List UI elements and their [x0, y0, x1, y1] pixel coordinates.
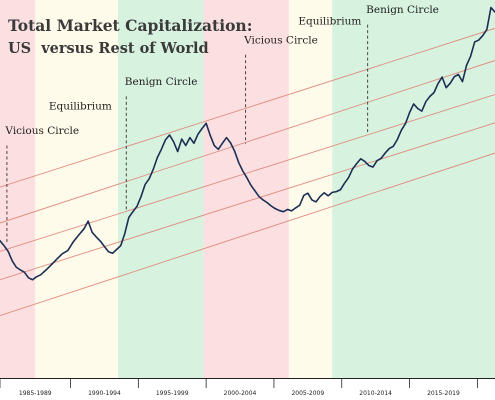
x-tick-label-4: 2005-2009 [291, 390, 324, 397]
annotation-label-5: Benign Circle [366, 4, 439, 16]
x-tick-label-0: 1985-1989 [19, 390, 52, 397]
trend-line-1 [0, 60, 495, 224]
trend-line-3 [0, 122, 495, 281]
x-tick-label-5: 2010-2014 [359, 390, 392, 397]
trend-channel-lines [0, 27, 495, 317]
chart-subtitle: US versus Rest of World [8, 40, 209, 57]
regime-band-green-2 [117, 0, 204, 378]
annotation-label-2: Benign Circle [125, 76, 198, 88]
chart-title: Total Market Capitalization: [8, 16, 252, 35]
trend-line-4 [0, 152, 495, 317]
x-tick-label-2: 1995-1999 [156, 390, 189, 397]
annotation-label-3: Vicious Circle [243, 34, 318, 46]
x-axis: 1985-1989 1990-1994 1995-1999 2000-2004 2005… [0, 378, 495, 397]
regime-band-red-0 [0, 0, 36, 378]
annotation-label-1: Equilibrium [49, 101, 112, 113]
trend-line-0 [0, 27, 495, 188]
market-cap-series-line [0, 6, 495, 281]
x-tick-label-3: 2000-2004 [224, 390, 257, 397]
regime-band-red-3 [203, 0, 289, 378]
regime-band-yellow-4 [288, 0, 333, 378]
trend-line-2 [0, 94, 495, 252]
x-tick-label-1: 1990-1994 [88, 390, 121, 397]
annotation-label-0: Vicious Circle [4, 125, 79, 137]
x-tick-label-6: 2015-2019 [427, 390, 460, 397]
annotation-label-4: Equilibrium [298, 16, 361, 28]
annotation-layer: Vicious Circle Equilibrium Benign Circle Vi… [4, 4, 439, 244]
